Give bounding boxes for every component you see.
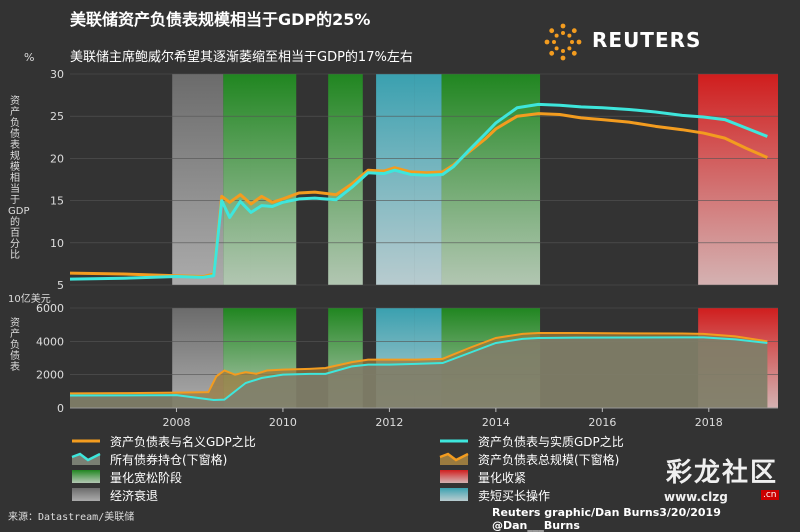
band-top-qe-1 <box>223 74 251 285</box>
graphic-credit: Reuters graphic/Dan Burns3/20/2019 @Dan_… <box>492 506 721 532</box>
area-line-bonds <box>69 336 768 402</box>
legend-label-1: 资产负债表与实质GDP之比 <box>478 434 624 449</box>
x-tick-label: 2010 <box>269 416 297 429</box>
brand-name: REUTERS <box>592 28 702 52</box>
top-y-unit: % <box>24 51 35 64</box>
band-top-twist-5 <box>414 74 442 285</box>
band-top-qe-6 <box>441 74 541 285</box>
legend-swatch-4 <box>72 470 100 483</box>
watermark-tld: .cn <box>761 490 779 500</box>
legend-label-4: 量化宽松阶段 <box>110 470 182 485</box>
legend-swatch-6 <box>72 488 100 501</box>
line-series-real <box>69 102 768 281</box>
legend-swatch-7 <box>440 488 468 501</box>
bottom-y-tick-label: 4000 <box>36 335 64 348</box>
x-tick-label: 2014 <box>482 416 510 429</box>
legend-label-3: 资产负债表总规模(下窗格) <box>478 452 619 467</box>
watermark-url: www.clzg <box>664 490 728 504</box>
reuters-logo-icon <box>544 23 582 61</box>
top-y-tick-label: 25 <box>50 110 64 123</box>
bottom-y-tick-label: 6000 <box>36 302 64 315</box>
legend-label-2: 所有债券持仓(下窗格) <box>110 452 227 467</box>
legend-swatch-5 <box>440 470 468 483</box>
legend-label-0: 资产负债表与名义GDP之比 <box>110 434 256 449</box>
legend-swatch-3 <box>439 452 469 462</box>
bottom-y-unit: 10亿美元 <box>8 294 51 305</box>
x-tick-label: 2018 <box>695 416 723 429</box>
area-fill-bonds <box>70 337 768 408</box>
source-note: 来源：Datastream/美联储 <box>8 512 135 523</box>
area-line-total <box>69 332 768 395</box>
bottom-y-tick-label: 2000 <box>36 369 64 382</box>
legend-label-5: 量化收紧 <box>478 471 526 485</box>
band-top-twist-4 <box>376 74 415 285</box>
top-y-tick-label: 10 <box>50 237 64 250</box>
line-series-nominal <box>69 112 768 279</box>
legend-label-6: 经济衰退 <box>110 488 158 503</box>
band-top-qe-2 <box>250 74 297 285</box>
top-y-tick-label: 20 <box>50 152 64 165</box>
watermark-text: 彩龙社区 <box>666 458 779 488</box>
legend-swatch-2 <box>71 452 101 462</box>
top-y-axis-label: 资产负债表规模相当于GDP的百分比 <box>8 96 30 261</box>
x-tick-label: 2008 <box>162 416 190 429</box>
band-top-qt-7 <box>698 74 778 285</box>
bottom-y-tick-label: 0 <box>57 402 64 415</box>
x-tick-label: 2012 <box>375 416 403 429</box>
legend-label-7: 卖短买长操作 <box>478 488 550 503</box>
top-y-tick-label: 15 <box>50 195 64 208</box>
top-y-tick-label: 5 <box>57 279 64 292</box>
x-tick-label: 2016 <box>588 416 616 429</box>
chart-subtitle: 美联储主席鲍威尔希望其逐渐萎缩至相当于GDP的17%左右 <box>70 50 413 65</box>
chart-title: 美联储资产负债表规模相当于GDP的25% <box>70 10 371 29</box>
bottom-y-axis-label: 资产负债表 <box>10 318 20 373</box>
top-y-tick-label: 30 <box>50 68 64 81</box>
